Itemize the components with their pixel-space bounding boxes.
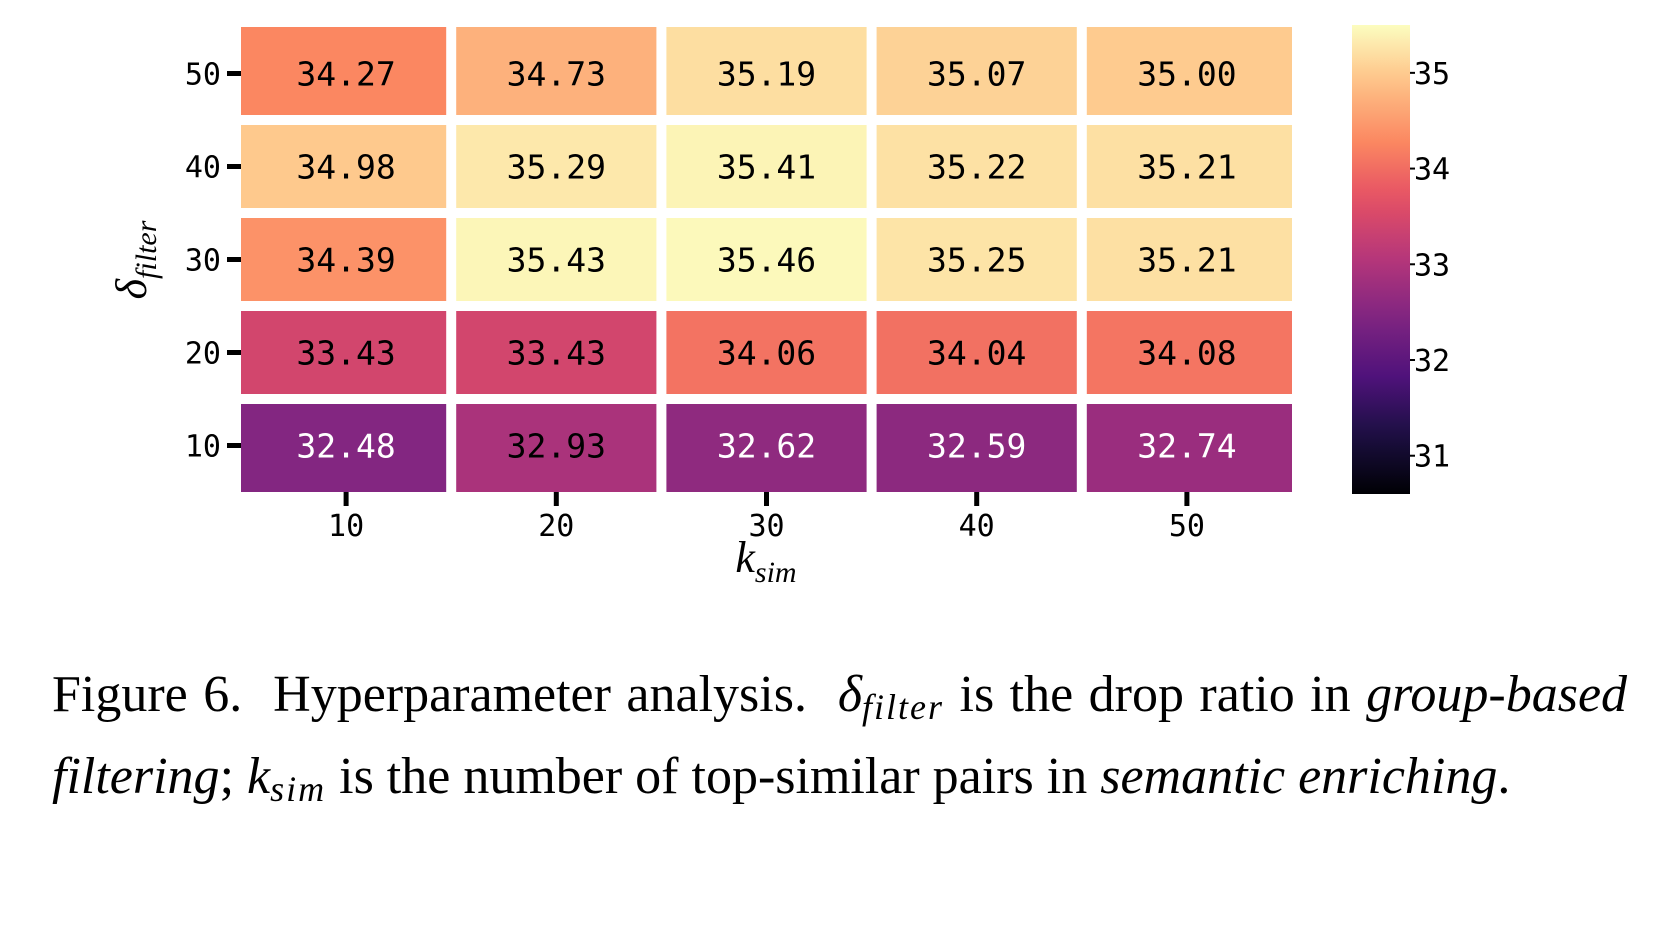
cell-value-label: 35.19 [717, 55, 816, 94]
cell-value-label: 35.43 [507, 241, 606, 280]
heatmap-cell [876, 218, 1077, 301]
cell-value-label: 34.73 [507, 55, 606, 94]
caption-k-sub: sim [270, 769, 327, 809]
heatmap-cell [1086, 311, 1292, 394]
x-axis-title: ksim [735, 533, 796, 589]
heatmap-cell [241, 27, 447, 115]
y-tick-label: 30 [185, 244, 221, 279]
heatmap-cell [456, 125, 657, 208]
heatmap-cell [456, 218, 657, 301]
y-axis-title-main: δ [107, 277, 156, 299]
y-axis-title-sub: filter [130, 220, 163, 279]
cell-value-label: 35.07 [927, 55, 1026, 94]
caption-period: . [1497, 748, 1511, 805]
x-tick-label: 10 [328, 509, 364, 544]
caption-semicolon: ; [219, 748, 235, 805]
heatmap-cell [456, 404, 657, 492]
cell-value-label: 32.59 [927, 427, 1026, 466]
heatmap-cell [876, 404, 1077, 492]
cell-value-label: 35.46 [717, 241, 816, 280]
heatmap-cell [241, 404, 447, 492]
y-tick-label: 50 [185, 58, 221, 93]
cell-value-label: 35.21 [1137, 241, 1236, 280]
x-tick-label: 30 [748, 509, 784, 544]
cell-value-label: 34.27 [296, 55, 395, 94]
cell-value-label: 34.06 [717, 334, 816, 373]
heatmap-cell [456, 311, 657, 394]
heatmap-cell [876, 311, 1077, 394]
colorbar-tick-label: 34 [1414, 153, 1450, 188]
cell-value-label: 35.21 [1137, 148, 1236, 187]
heatmap-cell [666, 125, 867, 208]
cell-value-label: 35.22 [927, 148, 1026, 187]
heatmap-cell [1086, 27, 1292, 115]
colorbar-tick-label: 32 [1414, 344, 1450, 379]
y-axis-title: δfilter [107, 220, 163, 299]
x-axis-title-main: k [735, 533, 756, 582]
colorbar-tick-label: 33 [1414, 248, 1450, 283]
caption-delta-sub: filter [862, 687, 945, 727]
caption-text-2: is the number of top-similar pairs in [339, 748, 1088, 805]
heatmap-cell [876, 125, 1077, 208]
heatmap-cell [456, 27, 657, 115]
colorbar-tick-label: 31 [1414, 440, 1450, 475]
x-tick-label: 20 [538, 509, 574, 544]
x-tick-label: 50 [1169, 509, 1205, 544]
heatmap-cell [1086, 125, 1292, 208]
y-tick-label: 40 [185, 151, 221, 186]
heatmap-cell [666, 311, 867, 394]
heatmap-cell [666, 218, 867, 301]
cell-value-label: 33.43 [507, 334, 606, 373]
caption-text-1: is the drop ratio in [959, 666, 1351, 723]
caption-semantic-enriching: semantic enriching [1100, 748, 1498, 805]
caption-k-symbol: k [247, 748, 271, 805]
cell-value-label: 32.62 [717, 427, 816, 466]
cell-value-label: 32.48 [296, 427, 395, 466]
caption-title: Hyperparameter analysis. [273, 666, 807, 723]
cell-value-label: 35.25 [927, 241, 1026, 280]
heatmap-cell [1086, 404, 1292, 492]
hyperparameter-heatmap-figure: 34.27 34.73 35.19 35.07 35.00 34.98 35.29 35.41… [107, 25, 1450, 589]
cell-value-label: 32.74 [1137, 427, 1236, 466]
heatmap-cell [666, 404, 867, 492]
y-tick-label: 10 [185, 430, 221, 465]
cell-value-label: 34.39 [296, 241, 395, 280]
cell-value-label: 34.98 [296, 148, 395, 187]
heatmap-cell [876, 27, 1077, 115]
colorbar-tick-label: 35 [1414, 57, 1450, 92]
caption-group-based-filtering: group-based filtering [52, 666, 1628, 805]
heatmap-cell [1086, 218, 1292, 301]
y-tick-label: 20 [185, 337, 221, 372]
figure-caption: Figure 6. Hyperparameter analysis. δfilt… [52, 660, 1627, 824]
heatmap-svg: 34.27 34.73 35.19 35.07 35.00 34.98 35.29 35.41… [107, 25, 1450, 589]
caption-delta-symbol: δ [837, 666, 863, 723]
cell-value-label: 33.43 [296, 334, 395, 373]
x-axis-title-sub: sim [755, 556, 797, 589]
cell-value-label: 34.04 [927, 334, 1026, 373]
caption-label: Figure 6. [52, 666, 243, 723]
heatmap-cell [241, 125, 447, 208]
cell-value-label: 35.00 [1137, 55, 1236, 94]
cell-value-label: 32.93 [507, 427, 606, 466]
heatmap-cell [241, 218, 447, 301]
heatmap-cell [666, 27, 867, 115]
heatmap-cell [241, 311, 447, 394]
cell-value-label: 35.41 [717, 148, 816, 187]
x-tick-label: 40 [959, 509, 995, 544]
colorbar [1352, 25, 1410, 494]
cell-value-label: 34.08 [1137, 334, 1236, 373]
cell-value-label: 35.29 [507, 148, 606, 187]
